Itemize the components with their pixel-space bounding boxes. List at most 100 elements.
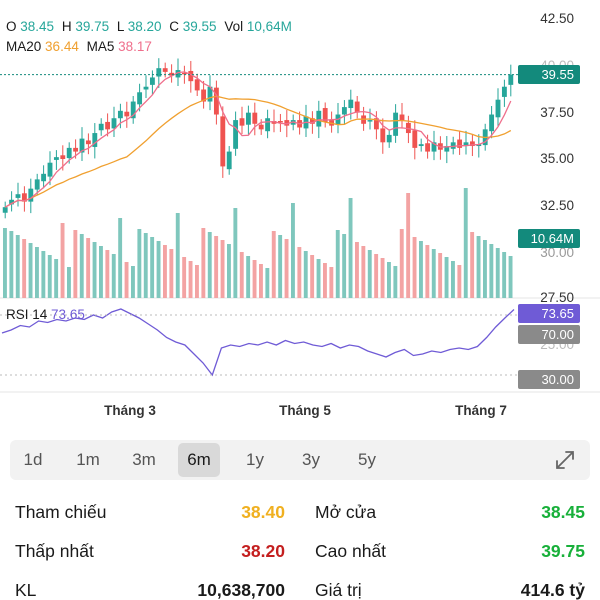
candle-body xyxy=(156,68,162,77)
stat-value: 39.75 xyxy=(541,541,585,561)
stat-high: Cao nhất 39.75 xyxy=(315,541,585,565)
volume-bar xyxy=(182,257,187,298)
range-3m-button[interactable]: 3m xyxy=(132,450,156,469)
candle-body xyxy=(380,128,386,143)
candle-body xyxy=(508,74,514,85)
volume-bar xyxy=(246,256,251,298)
volume-bar xyxy=(137,229,142,298)
high-value: 39.75 xyxy=(75,19,110,34)
range-1d-button[interactable]: 1d xyxy=(23,450,43,469)
volume-bar xyxy=(508,256,513,298)
candle-body xyxy=(213,87,219,115)
volume-bar xyxy=(303,251,308,298)
candle-body xyxy=(457,139,463,148)
volume-bar xyxy=(483,240,487,298)
volume-bar xyxy=(207,232,212,298)
candle-body xyxy=(495,99,501,118)
volume-bar xyxy=(425,245,430,298)
volume-bar xyxy=(291,203,295,298)
stat-value: 38.45 xyxy=(541,502,585,522)
stat-value-traded: Giá trị 414.6 tỷ xyxy=(315,580,585,600)
candle-body xyxy=(450,142,456,149)
rsi-label: RSI 14 xyxy=(6,307,48,322)
range-5y-button[interactable]: 5y xyxy=(358,450,376,469)
volume-bar xyxy=(355,242,359,298)
volume-bar xyxy=(310,255,315,298)
stat-value: 38.40 xyxy=(241,502,285,522)
candle-body xyxy=(412,130,418,148)
volume-bar xyxy=(118,218,123,298)
candle-body xyxy=(469,141,475,147)
stat-value: 38.20 xyxy=(241,541,285,561)
stat-label: Thấp nhất xyxy=(15,541,94,561)
candle-body xyxy=(341,107,347,115)
volume-bar xyxy=(489,244,494,298)
candle-body xyxy=(431,142,437,152)
volume-bar xyxy=(28,243,33,298)
candle-body xyxy=(21,193,27,202)
candle-body xyxy=(425,143,431,152)
volume-bar xyxy=(188,261,193,298)
open-value: 38.45 xyxy=(20,19,55,34)
expand-icon[interactable] xyxy=(554,449,576,471)
volume-bar xyxy=(393,266,398,298)
volume-bar xyxy=(3,228,7,298)
ma20-label: MA20 xyxy=(6,39,42,54)
volume-bar xyxy=(201,228,206,298)
volume-bar xyxy=(22,239,27,298)
ma5-value: 38.17 xyxy=(118,39,152,54)
volume-bar xyxy=(431,249,436,298)
volume-bar xyxy=(41,251,46,298)
candle-body xyxy=(245,112,251,125)
volume-bar xyxy=(60,223,65,298)
volume-bar xyxy=(380,258,385,298)
range-1m-button[interactable]: 1m xyxy=(76,450,100,469)
candle-body xyxy=(2,207,8,213)
volume-bar xyxy=(105,250,110,298)
volume-bar xyxy=(457,265,462,298)
chart-area[interactable]: O 38.45 H 39.75 L 38.20 C 39.55 Vol 10,6… xyxy=(0,0,600,430)
range-1y-button[interactable]: 1y xyxy=(246,450,264,469)
candle-body xyxy=(28,188,34,202)
candle-body xyxy=(444,146,450,152)
volume-bar xyxy=(35,247,39,298)
candle-body xyxy=(373,118,379,130)
ma5-label: MA5 xyxy=(86,39,115,54)
candle-body xyxy=(271,121,277,124)
candle-body xyxy=(354,101,360,113)
rsi-value: 73.65 xyxy=(51,307,85,322)
volume-bar xyxy=(451,261,455,298)
candle-body xyxy=(137,92,143,105)
candle-body xyxy=(117,110,123,119)
volume-bar xyxy=(131,266,135,298)
stat-value: 10,638,700 xyxy=(197,580,285,600)
volume-bar xyxy=(220,240,225,298)
price-chart[interactable] xyxy=(0,0,600,430)
stat-label: Tham chiếu xyxy=(15,502,107,522)
candle-body xyxy=(34,179,40,190)
volume-bar xyxy=(502,252,507,298)
candle-body xyxy=(233,120,239,149)
volume-bar xyxy=(252,260,257,298)
stat-low: Thấp nhất 38.20 xyxy=(15,541,285,565)
volume-bar xyxy=(335,230,340,298)
stat-label: Giá trị xyxy=(315,580,362,600)
volume-bar xyxy=(227,244,231,298)
candle-body xyxy=(252,112,258,124)
candle-body xyxy=(124,111,130,117)
vol-label: Vol xyxy=(224,19,244,34)
rsi-tag: 73.65 xyxy=(518,304,580,323)
candle-body xyxy=(85,140,91,145)
candle-body xyxy=(130,101,136,119)
volume-bar xyxy=(67,267,71,298)
candle-body xyxy=(92,133,98,147)
volume-bar xyxy=(271,231,276,298)
volume-bar xyxy=(143,233,148,298)
volume-bar xyxy=(169,249,174,298)
range-6m-button[interactable]: 6m xyxy=(178,443,220,477)
candle-body xyxy=(181,72,187,75)
volume-bar xyxy=(92,242,97,298)
volume-bar xyxy=(73,230,78,298)
volume-bar xyxy=(470,232,475,298)
range-3y-button[interactable]: 3y xyxy=(302,450,320,469)
